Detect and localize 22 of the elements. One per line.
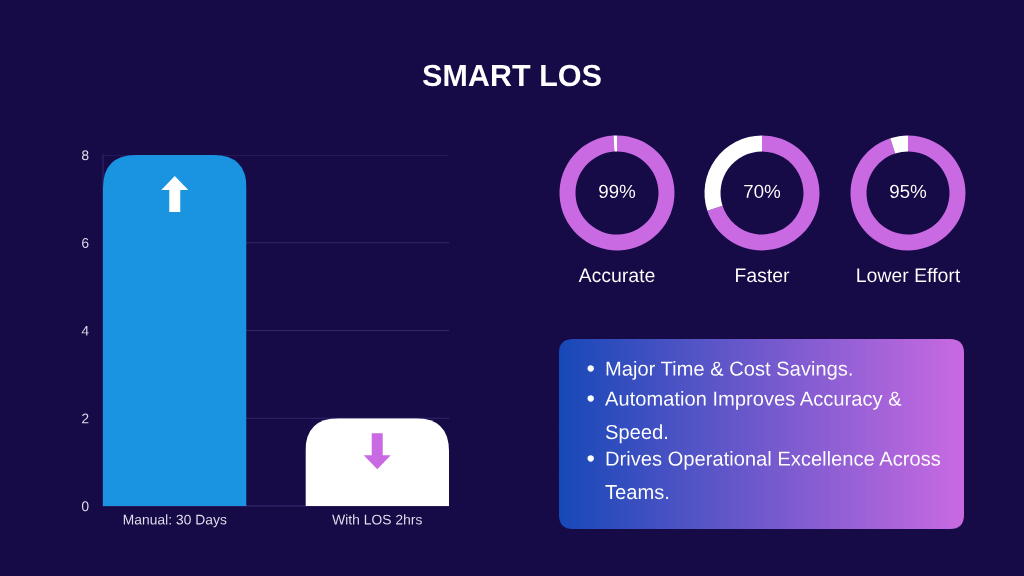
donut-slice	[559, 135, 675, 251]
y-tick-label: 0	[81, 501, 89, 512]
y-tick-label: 8	[81, 150, 89, 161]
data-label: 95%	[890, 184, 927, 199]
text: Drives Operational Excellence Across Teams.	[605, 451, 941, 500]
donut-slice	[850, 135, 966, 251]
donut-slice	[707, 135, 820, 251]
x-tick-label: With LOS 2hrs	[332, 514, 422, 525]
text: Automation Improves Accuracy & Speed.	[605, 391, 902, 444]
y-tick-label: 6	[82, 238, 89, 248]
donut-slice	[890, 135, 908, 154]
donut-slice	[613, 135, 617, 152]
x-tick-label: Manual: 30 Days	[123, 514, 227, 528]
y-tick-label: 4	[81, 325, 89, 336]
data-label: 70%	[744, 184, 781, 199]
text: Major Time & Cost Savings.	[606, 361, 852, 380]
y-tick-label: 2	[82, 413, 89, 424]
text: Accurate	[578, 268, 655, 283]
text: Faster	[736, 268, 790, 283]
data-label: 99%	[599, 184, 636, 199]
text: Lower Effort	[857, 267, 961, 283]
text: SMART LOS	[422, 64, 601, 87]
